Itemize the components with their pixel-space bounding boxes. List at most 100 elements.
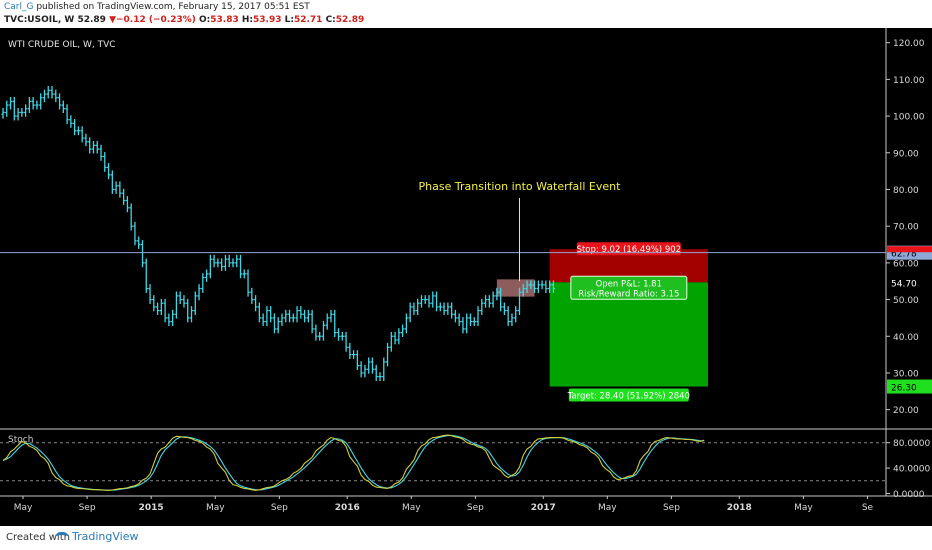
time-tick-label: Sep — [79, 503, 96, 513]
ohlc-bar — [544, 280, 548, 293]
ohlc-bar — [65, 104, 69, 125]
price-tick-label: 50.00 — [893, 296, 919, 306]
chart-area[interactable]: Stop: 9.02 (16.49%) 902 Open P&L: 1.81Ris… — [0, 28, 932, 526]
ohlc-bar — [295, 306, 299, 323]
ohlc-bar — [461, 317, 465, 334]
stoch-d-line — [2, 434, 705, 491]
ohlc-bar — [8, 96, 13, 110]
ohlc-bar — [265, 306, 269, 326]
ohlc-bar — [201, 273, 205, 293]
consolidation-box — [496, 279, 535, 297]
ohlc-bar — [378, 372, 382, 382]
ohlc-bar — [110, 170, 115, 194]
ohlc-bar — [125, 196, 130, 213]
ohlc-bar — [355, 350, 360, 371]
ohlc-bar — [423, 295, 427, 304]
ohlc-bar — [400, 324, 405, 337]
stoch-k-line — [2, 434, 705, 491]
ohlc-bar — [351, 350, 356, 360]
created-with-text: Created with — [6, 532, 70, 543]
published-line: Carl_G published on TradingView.com, Feb… — [4, 2, 310, 12]
ohlc-bar — [532, 280, 537, 293]
ohlc-bar — [446, 302, 450, 315]
ohlc-bar — [329, 309, 333, 323]
ohlc-bar — [408, 302, 412, 323]
stoch-tick-label: 80.0000 — [893, 439, 930, 449]
ohlc-bar — [5, 100, 9, 117]
ohlc-bar — [457, 313, 461, 326]
ohlc-bar — [306, 309, 311, 323]
ohlc-bar — [536, 280, 541, 293]
target-label: Target: 28.40 (51.92%) 2840 — [567, 392, 690, 402]
ohlc-bar — [280, 313, 284, 326]
ohlc-bar — [84, 133, 88, 147]
open-value: 53.83 — [210, 15, 239, 25]
ohlc-bar — [23, 104, 28, 117]
author-link[interactable]: Carl_G — [4, 2, 34, 12]
ohlc-bar — [525, 280, 529, 293]
time-tick-label: 2015 — [139, 503, 164, 513]
ohlc-bar — [374, 364, 378, 382]
ohlc-bar — [57, 93, 62, 110]
time-tick-label: Se — [862, 503, 874, 513]
last-price: 52.89 — [77, 15, 106, 25]
price-tick-label: 100.00 — [893, 113, 925, 123]
stop-label-box — [576, 242, 681, 256]
time-tick-label: May — [794, 503, 813, 513]
open-pl-label: Open P&L: 1.81 — [596, 279, 662, 289]
time-tick-label: 2017 — [531, 503, 556, 513]
level-price-label: 62.78 — [891, 250, 917, 260]
time-tick-label: Sep — [271, 503, 288, 513]
ohlc-bar — [204, 269, 209, 282]
ohlc-bar — [529, 280, 533, 290]
high-value: 53.93 — [253, 15, 282, 25]
time-tick-label: 2018 — [727, 503, 752, 513]
ohlc-bar — [242, 269, 246, 279]
ohlc-bar — [416, 298, 420, 315]
ohlc-bar — [393, 331, 397, 345]
ohlc-bar — [16, 108, 20, 121]
ohlc-bar — [366, 357, 371, 374]
ohlc-bar — [291, 313, 295, 323]
ohlc-bar — [216, 258, 220, 268]
ohlc-bar — [483, 295, 488, 308]
publication-header: Carl_G published on TradingView.com, Feb… — [0, 0, 932, 28]
axis-price-box — [887, 275, 932, 290]
ohlc-bar — [547, 280, 552, 293]
ohlc-bar — [253, 295, 258, 312]
price-tick-label: 20.00 — [893, 406, 919, 416]
ohlc-bar — [1, 108, 5, 119]
tradingview-logo[interactable]: TradingView — [55, 530, 138, 543]
ohlc-bar — [487, 295, 492, 308]
ohlc-bar — [333, 309, 337, 337]
ohlc-bar — [257, 302, 262, 323]
ohlc-bar — [155, 302, 160, 315]
ohlc-bar — [321, 320, 326, 341]
ohlc-bar — [223, 254, 228, 271]
close-label: C: — [325, 15, 336, 25]
ohlc-bar — [208, 254, 213, 279]
ohlc-bar — [152, 295, 156, 312]
time-tick-label: Sep — [467, 503, 484, 513]
ohlc-bar — [193, 291, 197, 315]
ohlc-bar — [268, 306, 273, 323]
symbol-ohlc-line: TVC:USOIL, W 52.89 ▼−0.12 (−0.23%) O:53.… — [4, 15, 364, 25]
ohlc-bar — [310, 309, 314, 334]
ohlc-bar — [284, 309, 288, 323]
ohlc-bar — [404, 313, 409, 334]
ohlc-bar — [506, 306, 510, 326]
ohlc-bar — [246, 269, 250, 297]
ohlc-bar — [340, 331, 344, 341]
ohlc-bar — [99, 144, 103, 161]
price-tick-label: 80.00 — [893, 186, 919, 196]
indicator-name: Stoch — [8, 435, 33, 445]
ohlc-bar — [114, 181, 118, 194]
tradingview-cloud-icon — [55, 531, 69, 543]
ohlc-bar — [197, 284, 201, 301]
ohlc-bar — [465, 313, 469, 334]
high-label: H: — [241, 15, 253, 25]
ohlc-bar — [121, 188, 126, 205]
price-tick-label: 90.00 — [893, 149, 919, 159]
time-tick-label: May — [598, 503, 617, 513]
ohlc-bar — [317, 331, 322, 341]
